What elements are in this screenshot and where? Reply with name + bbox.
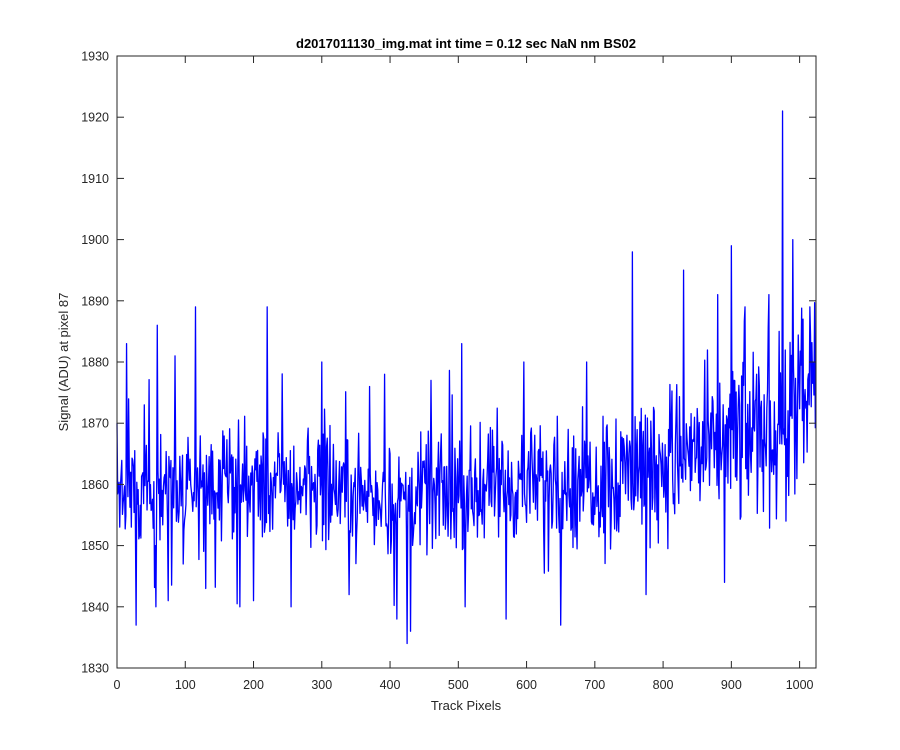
y-tick-label: 1870 (81, 417, 109, 431)
y-axis-label: Signal (ADU) at pixel 87 (56, 293, 71, 432)
x-tick-label: 100 (175, 678, 196, 692)
y-tick-label: 1830 (81, 662, 109, 676)
y-tick-label: 1920 (81, 111, 109, 125)
x-tick-label: 200 (243, 678, 264, 692)
y-tick-label: 1890 (81, 294, 109, 308)
x-tick-label: 800 (653, 678, 674, 692)
x-tick-label: 400 (380, 678, 401, 692)
y-tick-label: 1930 (81, 50, 109, 64)
y-tick-label: 1900 (81, 233, 109, 247)
y-tick-label: 1840 (81, 600, 109, 614)
signal-series-line (116, 110, 816, 645)
chart-title: d2017011130_img.mat int time = 0.12 sec … (296, 36, 636, 51)
x-tick-label: 900 (721, 678, 742, 692)
x-tick-label: 1000 (786, 678, 814, 692)
x-tick-label: 600 (516, 678, 537, 692)
y-tick-label: 1850 (81, 539, 109, 553)
x-tick-label: 500 (448, 678, 469, 692)
x-tick-label: 700 (584, 678, 605, 692)
x-tick-label: 0 (114, 678, 121, 692)
series-layer (116, 110, 816, 645)
y-tick-label: 1910 (81, 172, 109, 186)
plot-area (117, 56, 816, 668)
tick-layer: 0 100 200 300 400 500 600 700 800 900 1000 1830 1840… (81, 50, 816, 692)
y-tick-label: 1880 (81, 356, 109, 370)
y-tick-label: 1860 (81, 478, 109, 492)
x-tick-label: 300 (311, 678, 332, 692)
x-axis-label: Track Pixels (431, 698, 502, 713)
